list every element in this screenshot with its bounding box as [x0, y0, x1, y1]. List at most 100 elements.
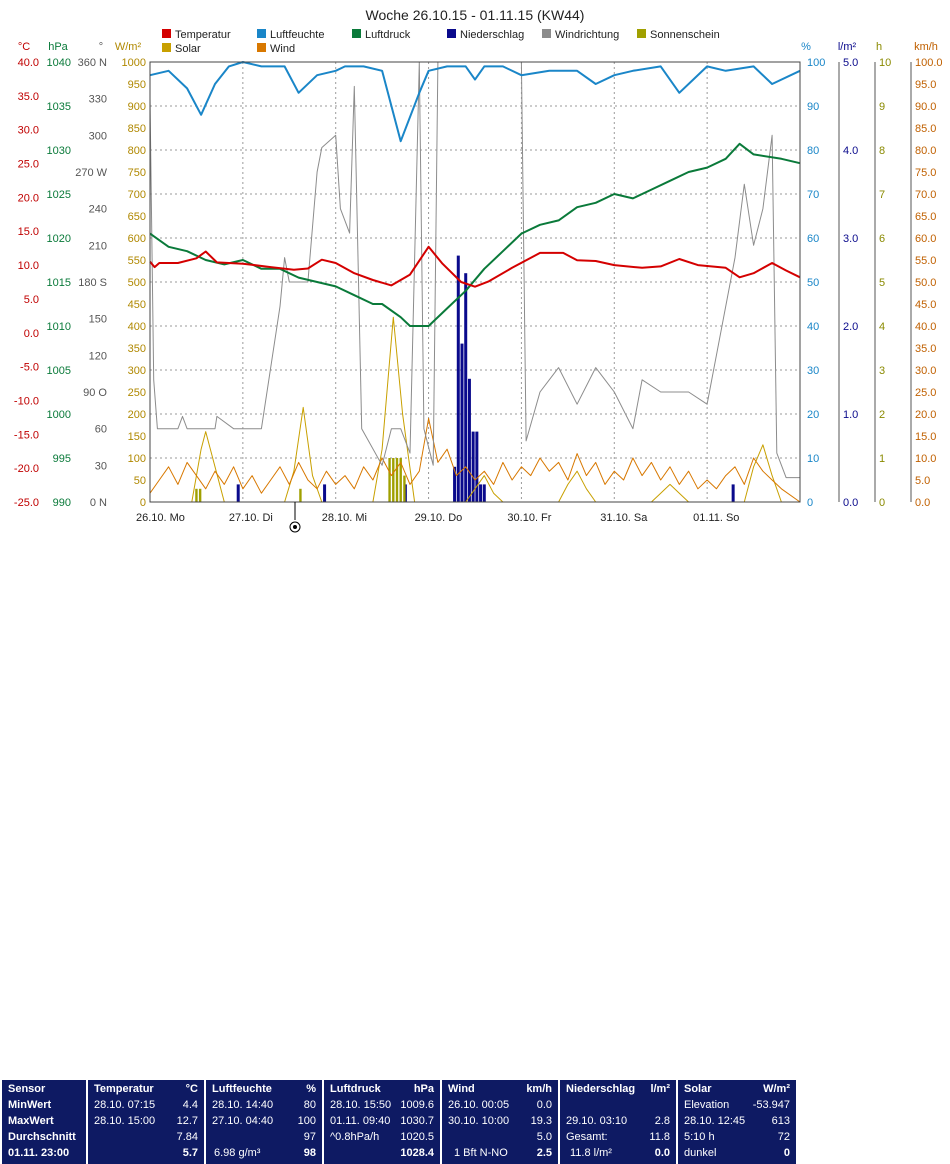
- temp-axis-tick: 25.0: [18, 159, 39, 171]
- temp-axis-tick: 15.0: [18, 226, 39, 238]
- sun-axis-tick: 5: [879, 277, 885, 289]
- col-press: Luftdruck hPa 28.10. 15:50 1009.6 01.11. 0…: [324, 1080, 440, 1164]
- solar-elev-label: Elevation: [684, 1099, 730, 1111]
- dir-axis-tick: 300: [89, 130, 107, 142]
- dir-axis-unit: °: [99, 41, 103, 53]
- wind-max-time: 30.10. 10:00: [448, 1115, 510, 1127]
- solar-axis-tick: 500: [128, 277, 146, 289]
- dir-axis-tick: 210: [89, 240, 107, 252]
- legend-label-0: Temperatur: [175, 29, 231, 41]
- day-label-5: 31.10. Sa: [600, 512, 648, 524]
- legend-swatch-3: [447, 29, 456, 38]
- time-cursor[interactable]: [289, 502, 301, 533]
- grid: [150, 62, 800, 502]
- sun-bar: [395, 458, 399, 502]
- press-min-time: 28.10. 15:50: [330, 1099, 392, 1111]
- rain-axis-tick: 0.0: [843, 497, 858, 509]
- hum-axis-tick: 90: [807, 101, 819, 113]
- rain-bar: [475, 431, 479, 502]
- wind-axis-tick: 65.0: [915, 211, 936, 223]
- sun-axis-tick: 10: [879, 57, 891, 69]
- legend-swatch-6: [162, 43, 171, 52]
- sun-axis-tick: 2: [879, 409, 885, 421]
- rain-bar: [460, 343, 464, 502]
- legend-swatch-2: [352, 29, 361, 38]
- temp-axis-tick: 20.0: [18, 192, 39, 204]
- col-rain: Niederschlag l/m² 29.10. 03:10 2.8 Gesamt:…: [560, 1080, 676, 1164]
- wind-axis-unit: km/h: [914, 41, 938, 53]
- press-avg: 1020.5: [400, 1131, 434, 1143]
- hdr-wind: Wind: [448, 1083, 475, 1095]
- press-axis-tick: 995: [53, 453, 71, 465]
- rain-bar: [236, 484, 240, 502]
- solar-sun-label: 5:10 h: [684, 1131, 715, 1143]
- press-max-value: 1030.7: [400, 1115, 434, 1127]
- hdr-rain-unit: l/m²: [650, 1083, 670, 1095]
- hdr-hum: Luftfeuchte: [212, 1083, 272, 1095]
- wind-dir: 1 Bft N-NO: [454, 1147, 508, 1159]
- series-line-luftdruck: [149, 142, 801, 327]
- temp-axis-tick: -5.0: [20, 362, 39, 374]
- temp-max-time: 28.10. 15:00: [94, 1115, 156, 1127]
- solar-axis-tick: 850: [128, 123, 146, 135]
- hum-axis-unit: %: [801, 41, 811, 53]
- col-wind: Wind km/h 26.10. 00:05 0.0 30.10. 10:00 19.…: [442, 1080, 558, 1164]
- hdr-hum-unit: %: [306, 1083, 316, 1095]
- solar-axis-tick: 150: [128, 431, 146, 443]
- wind-axis-tick: 35.0: [915, 343, 936, 355]
- hdr-press: Luftdruck: [330, 1083, 381, 1095]
- rain-bar: [323, 484, 327, 502]
- wind-axis-tick: 0.0: [915, 497, 930, 509]
- solar-axis-tick: 0: [140, 497, 146, 509]
- lbl-avg: Durchschnitt: [8, 1131, 76, 1143]
- press-axis-tick: 1035: [47, 101, 71, 113]
- hum-max-value: 100: [297, 1115, 316, 1127]
- legend-label-4: Windrichtung: [555, 29, 619, 41]
- hum-axis-tick: 60: [807, 233, 819, 245]
- solar-axis-tick: 300: [128, 365, 146, 377]
- series-line-temperatur: [149, 245, 801, 288]
- day-label-2: 28.10. Mi: [322, 512, 367, 524]
- hum-abs: 6.98 g/m³: [214, 1147, 261, 1159]
- wind-axis-tick: 20.0: [915, 409, 936, 421]
- legend-swatch-7: [257, 43, 266, 52]
- legend: Temperatur Luftfeuchte Luftdruck Niederschl…: [162, 29, 720, 55]
- solar-axis-tick: 800: [128, 145, 146, 157]
- hdr-temp: Temperatur: [94, 1083, 154, 1095]
- solar-max-value: 613: [771, 1115, 790, 1127]
- legend-swatch-0: [162, 29, 171, 38]
- hdr-solar-unit: W/m²: [763, 1083, 790, 1095]
- solar-now: 0: [783, 1147, 790, 1159]
- legend-label-6: Solar: [175, 43, 201, 55]
- rain-bar: [456, 255, 460, 502]
- hum-axis-tick: 0: [807, 497, 813, 509]
- legend-label-5: Sonnenschein: [650, 29, 720, 41]
- press-min-value: 1009.6: [400, 1099, 434, 1111]
- wind-now: 2.5: [536, 1147, 552, 1159]
- solar-axis-tick: 950: [128, 79, 146, 91]
- solar-state: dunkel: [684, 1147, 717, 1159]
- plot-frame: [149, 61, 801, 503]
- rain-bar: [471, 431, 475, 502]
- temp-axis-tick: -15.0: [14, 429, 39, 441]
- press-axis-tick: 1005: [47, 365, 71, 377]
- rain-axis-unit: l/m²: [838, 41, 857, 53]
- day-label-0: 26.10. Mo: [136, 512, 185, 524]
- wind-axis-tick: 75.0: [915, 167, 936, 179]
- rain-axis-tick: 4.0: [843, 145, 858, 157]
- hdr-solar: Solar: [684, 1083, 712, 1095]
- wind-axis-tick: 25.0: [915, 387, 936, 399]
- solar-axis-tick: 250: [128, 387, 146, 399]
- rain-max-value: 2.8: [654, 1115, 670, 1127]
- rain-axis-tick: 1.0: [843, 409, 858, 421]
- temp-axis-tick: -25.0: [14, 497, 39, 509]
- press-axis-tick: 1000: [47, 409, 71, 421]
- press-axis-tick: 1020: [47, 233, 71, 245]
- rain-axis-tick: 3.0: [843, 233, 858, 245]
- hdr-sensor: Sensor: [8, 1083, 46, 1095]
- col-sensor: Sensor MinWert MaxWert Durchschnitt 01.1…: [2, 1080, 86, 1164]
- sun-bar: [388, 458, 391, 502]
- temp-axis-tick: 40.0: [18, 57, 39, 69]
- wind-axis-tick: 85.0: [915, 123, 936, 135]
- press-max-time: 01.11. 09:40: [330, 1115, 391, 1127]
